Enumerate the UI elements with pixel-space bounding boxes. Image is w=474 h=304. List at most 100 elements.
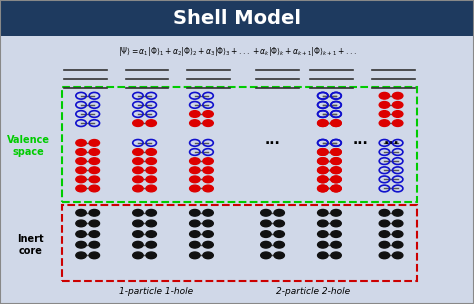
Circle shape bbox=[261, 209, 271, 216]
Text: 2-particle 2-hole: 2-particle 2-hole bbox=[276, 287, 350, 296]
Circle shape bbox=[89, 140, 100, 146]
Circle shape bbox=[331, 176, 341, 183]
Circle shape bbox=[133, 220, 143, 227]
Circle shape bbox=[379, 102, 390, 108]
Circle shape bbox=[392, 220, 403, 227]
Circle shape bbox=[76, 185, 86, 192]
Text: Valence
space: Valence space bbox=[7, 135, 50, 157]
Circle shape bbox=[146, 167, 156, 174]
Circle shape bbox=[379, 209, 390, 216]
Circle shape bbox=[261, 252, 271, 259]
Circle shape bbox=[274, 209, 284, 216]
Circle shape bbox=[379, 111, 390, 117]
Circle shape bbox=[318, 167, 328, 174]
Circle shape bbox=[392, 209, 403, 216]
Circle shape bbox=[331, 120, 341, 126]
Circle shape bbox=[146, 149, 156, 155]
Circle shape bbox=[318, 220, 328, 227]
Circle shape bbox=[274, 231, 284, 237]
Circle shape bbox=[76, 149, 86, 155]
Circle shape bbox=[133, 176, 143, 183]
Circle shape bbox=[133, 120, 143, 126]
Circle shape bbox=[331, 158, 341, 164]
Circle shape bbox=[331, 241, 341, 248]
Circle shape bbox=[146, 185, 156, 192]
Circle shape bbox=[190, 220, 200, 227]
Circle shape bbox=[133, 167, 143, 174]
Text: 1-particle 1-hole: 1-particle 1-hole bbox=[119, 287, 193, 296]
Circle shape bbox=[203, 252, 213, 259]
Circle shape bbox=[318, 241, 328, 248]
Circle shape bbox=[392, 241, 403, 248]
Circle shape bbox=[261, 241, 271, 248]
Circle shape bbox=[392, 252, 403, 259]
Circle shape bbox=[318, 120, 328, 126]
Circle shape bbox=[331, 252, 341, 259]
Circle shape bbox=[331, 120, 341, 126]
Circle shape bbox=[331, 185, 341, 192]
Circle shape bbox=[318, 176, 328, 183]
Circle shape bbox=[190, 120, 200, 126]
Circle shape bbox=[392, 120, 403, 126]
Circle shape bbox=[133, 209, 143, 216]
Circle shape bbox=[274, 252, 284, 259]
Circle shape bbox=[76, 209, 86, 216]
Circle shape bbox=[379, 252, 390, 259]
Circle shape bbox=[318, 149, 328, 155]
Circle shape bbox=[318, 158, 328, 164]
Circle shape bbox=[203, 209, 213, 216]
Circle shape bbox=[89, 158, 100, 164]
Circle shape bbox=[76, 241, 86, 248]
FancyBboxPatch shape bbox=[0, 0, 474, 36]
Circle shape bbox=[89, 185, 100, 192]
Circle shape bbox=[89, 167, 100, 174]
Circle shape bbox=[392, 111, 403, 117]
Circle shape bbox=[190, 209, 200, 216]
Circle shape bbox=[392, 102, 403, 108]
Circle shape bbox=[146, 241, 156, 248]
Circle shape bbox=[392, 231, 403, 237]
Circle shape bbox=[146, 209, 156, 216]
Circle shape bbox=[76, 167, 86, 174]
Circle shape bbox=[261, 220, 271, 227]
Circle shape bbox=[331, 167, 341, 174]
Circle shape bbox=[331, 220, 341, 227]
Circle shape bbox=[76, 176, 86, 183]
Circle shape bbox=[89, 220, 100, 227]
Circle shape bbox=[331, 149, 341, 155]
Circle shape bbox=[203, 158, 213, 164]
Circle shape bbox=[318, 185, 328, 192]
Circle shape bbox=[76, 220, 86, 227]
Circle shape bbox=[331, 185, 341, 192]
Circle shape bbox=[203, 120, 213, 126]
Circle shape bbox=[146, 176, 156, 183]
Circle shape bbox=[190, 176, 200, 183]
Circle shape bbox=[331, 176, 341, 183]
Circle shape bbox=[89, 241, 100, 248]
Circle shape bbox=[133, 252, 143, 259]
Circle shape bbox=[76, 252, 86, 259]
Circle shape bbox=[203, 220, 213, 227]
Circle shape bbox=[203, 185, 213, 192]
Circle shape bbox=[146, 252, 156, 259]
Circle shape bbox=[190, 158, 200, 164]
Circle shape bbox=[318, 158, 328, 164]
Circle shape bbox=[318, 209, 328, 216]
Circle shape bbox=[318, 252, 328, 259]
Circle shape bbox=[76, 231, 86, 237]
Circle shape bbox=[318, 231, 328, 237]
Circle shape bbox=[331, 167, 341, 174]
Circle shape bbox=[190, 241, 200, 248]
Circle shape bbox=[331, 158, 341, 164]
Circle shape bbox=[76, 140, 86, 146]
Circle shape bbox=[261, 231, 271, 237]
Circle shape bbox=[318, 176, 328, 183]
Circle shape bbox=[203, 111, 213, 117]
Circle shape bbox=[190, 252, 200, 259]
Text: Shell Model: Shell Model bbox=[173, 9, 301, 28]
Circle shape bbox=[146, 120, 156, 126]
Circle shape bbox=[146, 220, 156, 227]
Circle shape bbox=[379, 220, 390, 227]
Circle shape bbox=[379, 241, 390, 248]
Circle shape bbox=[331, 149, 341, 155]
